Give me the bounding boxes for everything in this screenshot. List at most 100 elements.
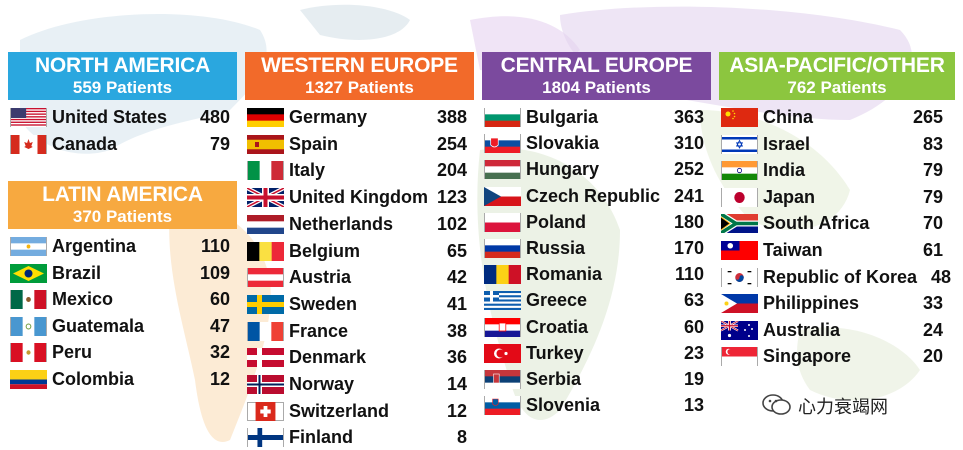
country-name: Japan xyxy=(763,186,816,207)
philippines-flag-icon xyxy=(721,293,758,313)
patient-count: 63 xyxy=(683,289,704,310)
singapore-flag-icon xyxy=(721,346,758,366)
greece-flag-icon xyxy=(484,290,521,310)
western-europe-title: WESTERN EUROPE xyxy=(261,54,458,77)
country-name: Germany xyxy=(289,106,368,127)
country-name: Serbia xyxy=(526,368,582,389)
poland-flag-icon xyxy=(484,212,521,232)
patient-count: 265 xyxy=(912,106,943,127)
patient-count: 41 xyxy=(446,293,467,314)
patient-count: 60 xyxy=(683,316,704,337)
patient-count: 12 xyxy=(209,368,230,389)
country-name: Philippines xyxy=(763,292,860,313)
patient-count: 480 xyxy=(199,106,230,127)
north-america-patients: 559 Patients xyxy=(72,78,173,97)
country-name: Spain xyxy=(289,133,339,154)
slovenia-flag-icon xyxy=(484,395,521,415)
italy-flag-icon xyxy=(247,160,284,180)
taiwan-flag-icon xyxy=(721,240,758,260)
country-row-guatemala: Guatemala 47 xyxy=(10,313,230,339)
latin-america-title: LATIN AMERICA xyxy=(42,183,203,206)
patient-count: 204 xyxy=(436,159,467,180)
netherlands-flag-icon xyxy=(247,214,284,234)
latin-america-patients: 370 Patients xyxy=(72,207,173,226)
patient-count: 310 xyxy=(673,132,704,153)
patient-count: 79 xyxy=(209,133,230,154)
country-name: South Africa xyxy=(763,212,870,233)
country-row-slovakia: Slovakia 310 xyxy=(484,130,704,156)
germany-flag-icon xyxy=(247,107,284,127)
country-row-romania: Romania 110 xyxy=(484,261,704,287)
wechat-icon xyxy=(762,393,792,419)
patient-count: 110 xyxy=(674,263,704,284)
country-name: Italy xyxy=(289,159,326,180)
country-name: Hungary xyxy=(526,158,600,179)
country-name: Denmark xyxy=(289,346,367,367)
brazil-flag-icon xyxy=(10,263,47,283)
country-row-colombia: Colombia 12 xyxy=(10,366,230,392)
country-name: Bulgaria xyxy=(526,106,599,127)
country-name: Guatemala xyxy=(52,315,145,336)
central-europe-header: CENTRAL EUROPE 1804 Patients xyxy=(482,52,711,100)
serbia-flag-icon xyxy=(484,369,521,389)
patient-count: 252 xyxy=(673,158,704,179)
patient-count: 180 xyxy=(673,211,704,232)
patient-count: 47 xyxy=(209,315,230,336)
croatia-flag-icon xyxy=(484,317,521,337)
country-row-finland: Finland 8 xyxy=(247,424,467,450)
guatemala-flag-icon xyxy=(10,316,47,336)
patient-count: 36 xyxy=(446,346,467,367)
country-row-korea: Republic of Korea 48 xyxy=(721,264,951,290)
country-name: France xyxy=(289,320,349,341)
patient-count: 83 xyxy=(922,133,943,154)
patient-count: 102 xyxy=(436,213,467,234)
country-row-slovenia: Slovenia 13 xyxy=(484,392,704,418)
watermark-text: 心力衰竭网 xyxy=(798,397,888,418)
country-row-france: France 38 xyxy=(247,318,467,344)
colombia-flag-icon xyxy=(10,369,47,389)
country-name: United States xyxy=(52,106,168,127)
korea-flag-icon xyxy=(721,267,758,287)
country-name: Australia xyxy=(763,319,841,340)
country-name: Austria xyxy=(289,266,352,287)
patient-count: 65 xyxy=(446,240,467,261)
country-row-india: India 79 xyxy=(721,157,943,183)
country-row-denmark: Denmark 36 xyxy=(247,344,467,370)
asia-pacific-header: ASIA-PACIFIC/OTHER 762 Patients xyxy=(719,52,955,100)
hungary-flag-icon xyxy=(484,159,521,179)
patient-count: 109 xyxy=(199,262,230,283)
country-name: Finland xyxy=(289,426,353,447)
country-name: Brazil xyxy=(52,262,102,283)
country-row-switzerland: Switzerland 12 xyxy=(247,398,467,424)
patient-count: 61 xyxy=(922,239,943,260)
country-name: Slovakia xyxy=(526,132,600,153)
country-row-canada: Canada 79 xyxy=(10,131,230,157)
czech-flag-icon xyxy=(484,186,521,206)
sweden-flag-icon xyxy=(247,294,284,314)
bulgaria-flag-icon xyxy=(484,107,521,127)
israel-flag-icon xyxy=(721,134,758,154)
map-greenland xyxy=(300,4,410,40)
patient-count: 32 xyxy=(209,341,230,362)
country-row-australia: Australia 24 xyxy=(721,317,943,343)
finland-flag-icon xyxy=(247,427,284,447)
austria-flag-icon xyxy=(247,267,284,287)
western-europe-header: WESTERN EUROPE 1327 Patients xyxy=(245,52,474,100)
country-row-south-africa: South Africa 70 xyxy=(721,210,943,236)
country-row-us: United States 480 xyxy=(10,104,230,130)
patient-count: 38 xyxy=(446,320,467,341)
country-name: Russia xyxy=(526,237,586,258)
patient-count: 23 xyxy=(683,342,704,363)
australia-flag-icon xyxy=(721,320,758,340)
norway-flag-icon xyxy=(247,374,284,394)
us-flag-icon xyxy=(10,107,47,127)
country-row-japan: Japan 79 xyxy=(721,184,943,210)
country-row-czech: Czech Republic 241 xyxy=(484,183,704,209)
patient-count: 24 xyxy=(922,319,943,340)
country-row-peru: Peru 32 xyxy=(10,339,230,365)
country-row-china: China 265 xyxy=(721,104,943,130)
patient-count: 241 xyxy=(673,185,704,206)
peru-flag-icon xyxy=(10,342,47,362)
country-row-belgium: Belgium 65 xyxy=(247,238,467,264)
country-name: United Kingdom xyxy=(289,186,428,207)
